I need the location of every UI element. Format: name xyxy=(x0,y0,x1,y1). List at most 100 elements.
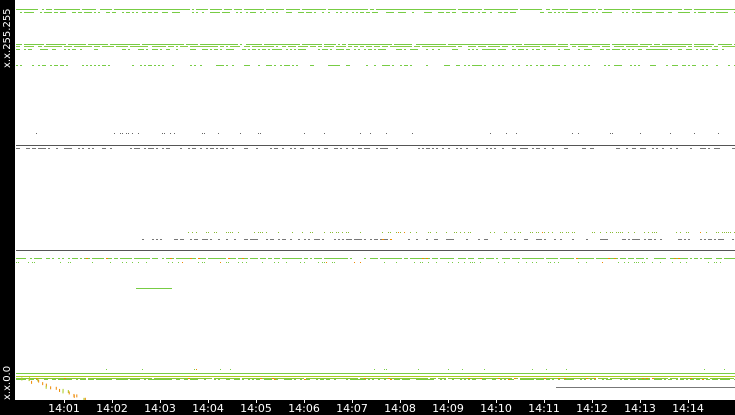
data-point xyxy=(618,9,620,10)
data-point xyxy=(20,378,22,379)
data-point xyxy=(492,9,494,10)
data-point xyxy=(494,378,496,379)
data-point xyxy=(426,379,428,380)
data-point xyxy=(472,258,474,259)
data-point xyxy=(510,239,512,240)
data-point xyxy=(646,49,648,50)
data-point xyxy=(594,9,596,10)
data-point xyxy=(500,239,502,240)
data-point xyxy=(74,49,76,50)
data-point xyxy=(294,46,296,47)
data-point xyxy=(618,148,620,149)
data-point xyxy=(114,12,116,13)
data-point xyxy=(620,44,622,45)
data-point xyxy=(68,44,70,45)
data-point xyxy=(302,46,304,47)
data-point xyxy=(586,44,588,45)
data-point xyxy=(584,49,586,50)
data-point xyxy=(490,133,491,134)
data-point xyxy=(722,378,724,379)
data-point xyxy=(234,239,236,240)
data-point xyxy=(40,12,42,13)
data-point xyxy=(354,49,356,50)
data-point xyxy=(276,379,278,380)
data-point xyxy=(198,378,200,379)
data-point xyxy=(590,9,592,10)
data-point xyxy=(452,9,454,10)
data-point xyxy=(198,258,200,259)
data-point xyxy=(204,379,206,380)
data-point xyxy=(186,258,188,259)
data-point xyxy=(382,258,384,259)
data-point xyxy=(290,9,292,10)
data-point xyxy=(358,239,360,240)
data-point xyxy=(174,44,176,45)
data-point xyxy=(344,378,346,379)
data-point xyxy=(190,239,192,240)
data-point xyxy=(536,239,538,240)
data-point xyxy=(726,232,727,233)
data-point xyxy=(544,148,546,149)
data-point xyxy=(502,44,504,45)
data-point xyxy=(202,49,204,50)
data-point xyxy=(394,378,396,379)
data-point xyxy=(114,44,116,45)
data-point xyxy=(618,49,620,50)
data-point xyxy=(610,12,612,13)
data-point xyxy=(308,379,310,380)
data-point xyxy=(312,46,314,47)
data-point xyxy=(578,65,580,66)
data-point xyxy=(384,9,386,10)
data-point xyxy=(34,258,36,259)
data-point xyxy=(410,9,412,10)
data-point xyxy=(88,258,90,259)
data-point xyxy=(82,9,84,10)
data-point xyxy=(706,258,708,259)
data-point xyxy=(18,258,20,259)
data-point xyxy=(168,44,170,45)
data-point xyxy=(144,65,146,66)
data-point xyxy=(302,378,304,379)
data-point xyxy=(608,379,610,380)
data-point xyxy=(192,46,194,47)
data-point xyxy=(542,65,544,66)
data-point xyxy=(32,65,34,66)
data-point xyxy=(566,12,568,13)
data-point xyxy=(396,9,398,10)
data-point xyxy=(246,44,248,45)
data-point xyxy=(134,258,136,259)
data-point xyxy=(604,65,606,66)
x-tick-mark xyxy=(640,400,641,403)
data-point xyxy=(144,44,146,45)
data-point xyxy=(574,12,576,13)
data-point xyxy=(454,46,456,47)
data-point xyxy=(604,12,606,13)
data-point xyxy=(722,49,724,50)
data-point xyxy=(58,9,60,10)
data-point xyxy=(518,49,520,50)
data-point xyxy=(488,46,490,47)
data-point xyxy=(240,44,242,45)
data-point xyxy=(676,148,678,149)
data-point xyxy=(656,9,658,10)
data-point xyxy=(706,378,708,379)
data-point xyxy=(516,9,518,10)
data-point xyxy=(290,239,292,240)
data-point xyxy=(294,258,296,259)
data-point xyxy=(200,46,202,47)
data-point xyxy=(520,379,522,380)
data-point xyxy=(386,12,388,13)
data-point xyxy=(314,46,316,47)
data-point xyxy=(486,44,488,45)
data-point xyxy=(656,12,658,13)
data-point xyxy=(716,378,718,379)
data-point xyxy=(502,258,504,259)
data-point xyxy=(356,46,358,47)
data-point xyxy=(172,258,174,259)
data-point xyxy=(700,9,702,10)
data-point xyxy=(370,239,372,240)
data-point xyxy=(718,239,720,240)
data-point xyxy=(298,258,300,259)
data-point xyxy=(548,262,549,263)
data-point xyxy=(418,46,420,47)
